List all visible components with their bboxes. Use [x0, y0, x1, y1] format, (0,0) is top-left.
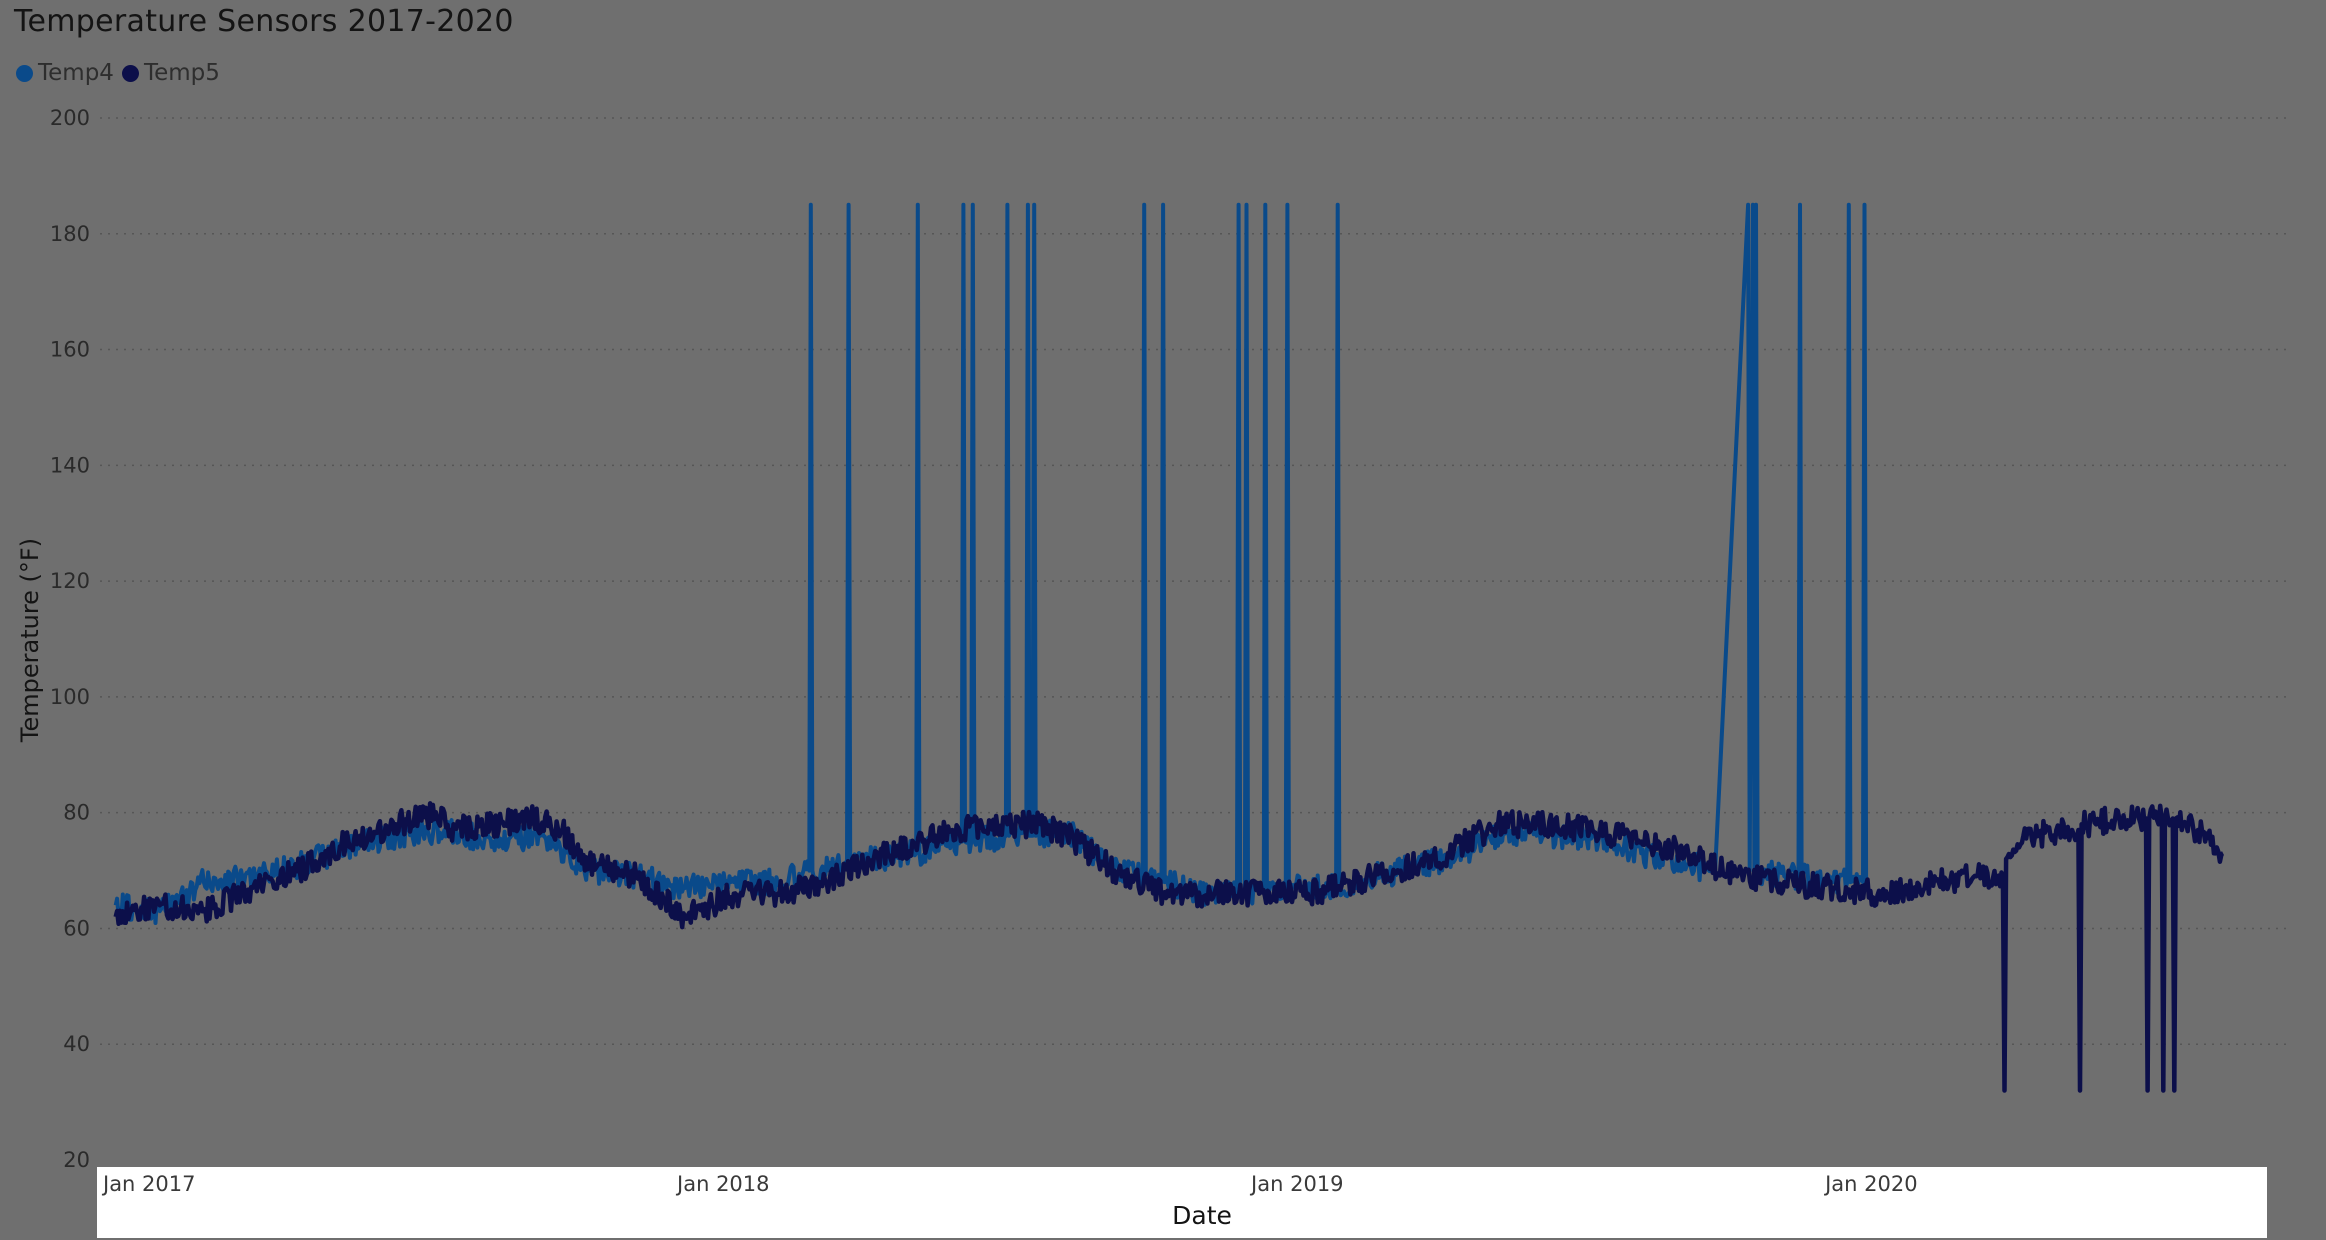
- legend-item-temp5[interactable]: Temp5: [121, 60, 220, 86]
- y-tick-label: 40: [63, 1032, 90, 1056]
- y-tick-label: 140: [50, 453, 90, 477]
- y-tick-label: 100: [50, 685, 90, 709]
- y-tick-label: 80: [63, 801, 90, 825]
- x-tick-label: Jan 2017: [101, 1172, 196, 1196]
- x-axis-band: [97, 1167, 2267, 1238]
- legend-item-temp4[interactable]: Temp4: [16, 60, 114, 86]
- legend-marker-temp4: [16, 64, 33, 82]
- y-tick-label: 60: [63, 916, 90, 940]
- y-tick-label: 120: [50, 569, 90, 593]
- x-tick-label: Jan 2020: [1823, 1172, 1918, 1196]
- x-axis-title: Date: [1172, 1201, 1232, 1230]
- y-tick-label: 160: [50, 338, 90, 362]
- series-line-temp4[interactable]: [113, 202, 1869, 925]
- y-tick-label: 200: [50, 106, 90, 130]
- legend-label-temp5: Temp5: [143, 60, 220, 86]
- legend-marker-temp5: [121, 64, 139, 82]
- y-tick-label: 180: [50, 222, 90, 246]
- chart-title: Temperature Sensors 2017-2020: [14, 4, 514, 39]
- series-line-temp5[interactable]: [113, 801, 2225, 1093]
- legend: Temp4 Temp5: [16, 60, 228, 86]
- y-tick-label: 20: [63, 1148, 90, 1172]
- legend-label-temp4: Temp4: [38, 60, 114, 86]
- x-tick-label: Jan 2018: [675, 1172, 770, 1196]
- x-tick-label: Jan 2019: [1249, 1172, 1344, 1196]
